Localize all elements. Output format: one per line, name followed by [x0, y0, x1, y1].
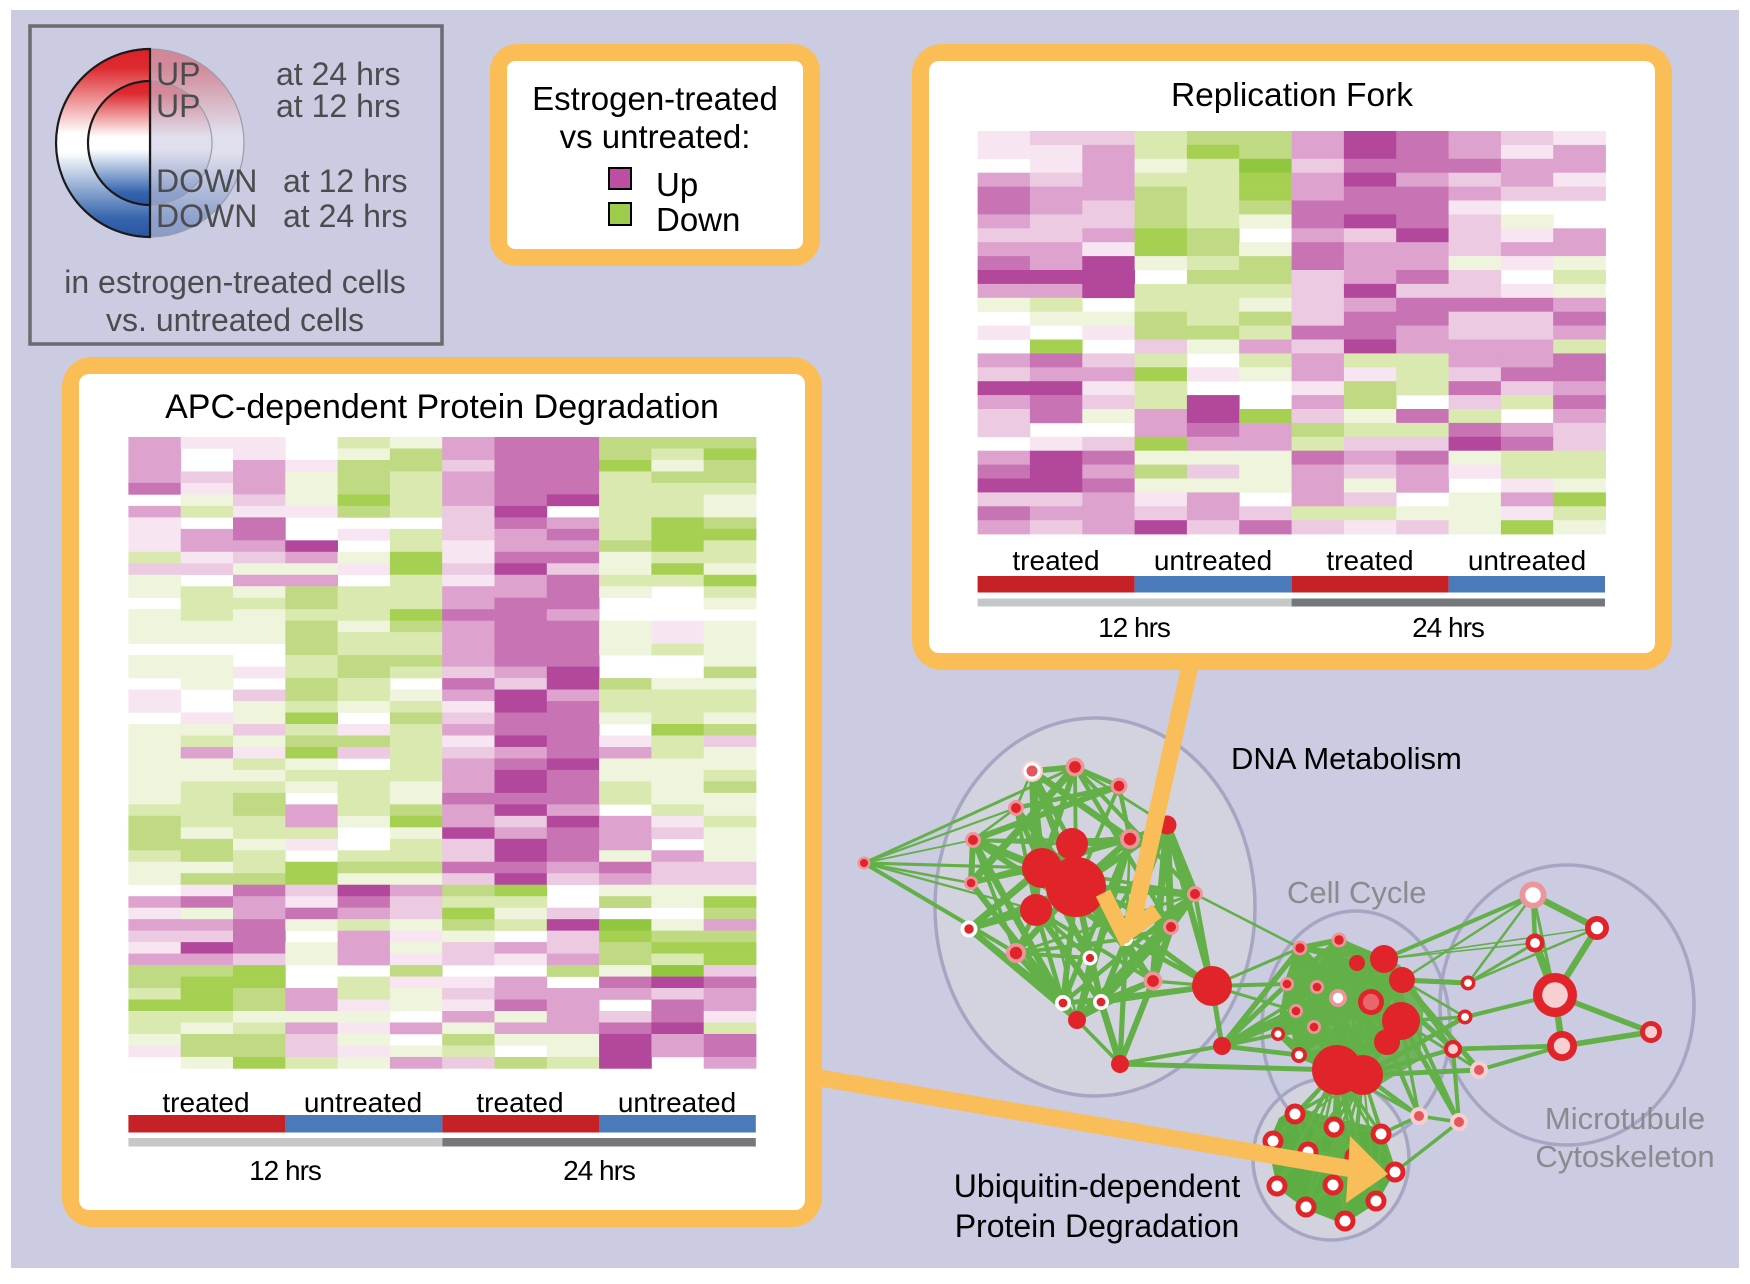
- svg-text:treated: treated: [1326, 545, 1413, 576]
- svg-text:Down: Down: [656, 201, 740, 238]
- svg-text:Protein Degradation: Protein Degradation: [955, 1208, 1240, 1244]
- svg-text:APC-dependent Protein Degradat: APC-dependent Protein Degradation: [165, 388, 719, 426]
- svg-text:at 12 hrs: at 12 hrs: [276, 88, 401, 124]
- svg-text:at 12 hrs: at 12 hrs: [283, 163, 408, 199]
- svg-text:untreated: untreated: [304, 1087, 422, 1118]
- svg-text:untreated: untreated: [618, 1087, 736, 1118]
- svg-text:vs untreated:: vs untreated:: [560, 118, 751, 155]
- svg-text:treated: treated: [162, 1087, 249, 1118]
- svg-text:at 24 hrs: at 24 hrs: [283, 198, 408, 234]
- svg-text:in estrogen-treated cells: in estrogen-treated cells: [64, 264, 406, 300]
- svg-text:treated: treated: [1012, 545, 1099, 576]
- svg-text:24 hrs: 24 hrs: [563, 1155, 635, 1186]
- svg-text:Microtubule: Microtubule: [1545, 1101, 1705, 1136]
- svg-text:Cell Cycle: Cell Cycle: [1287, 875, 1427, 910]
- svg-text:at 24 hrs: at 24 hrs: [276, 56, 401, 92]
- svg-text:vs. untreated cells: vs. untreated cells: [106, 302, 364, 338]
- svg-text:DNA Metabolism: DNA Metabolism: [1231, 741, 1462, 776]
- svg-text:12 hrs: 12 hrs: [249, 1155, 321, 1186]
- svg-text:UP: UP: [156, 88, 200, 124]
- svg-text:Replication Fork: Replication Fork: [1171, 77, 1413, 114]
- svg-text:DOWN: DOWN: [156, 163, 257, 199]
- svg-text:untreated: untreated: [1154, 545, 1272, 576]
- svg-text:treated: treated: [476, 1087, 563, 1118]
- svg-text:Up: Up: [656, 166, 698, 203]
- svg-text:Ubiquitin-dependent: Ubiquitin-dependent: [954, 1168, 1241, 1204]
- svg-text:UP: UP: [156, 56, 200, 92]
- svg-text:12 hrs: 12 hrs: [1098, 612, 1170, 643]
- svg-text:DOWN: DOWN: [156, 198, 257, 234]
- svg-text:untreated: untreated: [1468, 545, 1586, 576]
- svg-text:24 hrs: 24 hrs: [1412, 612, 1484, 643]
- svg-text:Estrogen-treated: Estrogen-treated: [532, 80, 778, 117]
- svg-text:Cytoskeleton: Cytoskeleton: [1535, 1139, 1714, 1174]
